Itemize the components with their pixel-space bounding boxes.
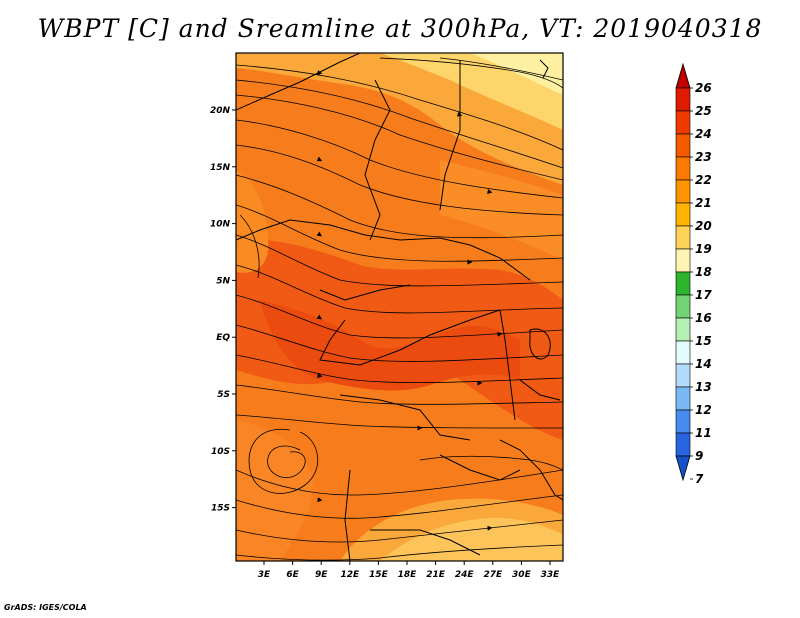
colorbar-swatch	[675, 248, 691, 273]
colorbar-label: 24	[695, 127, 712, 141]
lon-tick-label: 12E	[340, 570, 360, 580]
colorbar-label: 21	[695, 196, 712, 210]
latitude-axis: 20N 15N 10N 5N EQ 5S 10S 15S	[210, 106, 236, 514]
colorbar-label: 13	[695, 380, 712, 394]
longitude-axis: 3E 6E 9E 12E 15E 18E 21E 24E 27E 30E 33E	[258, 561, 560, 580]
colorbar: 26 25 24 23 22 21 20 19 18 17 16 15 14 13 12 11 9 7	[675, 62, 712, 486]
colorbar-swatch	[675, 110, 691, 135]
lon-tick-label: 30E	[512, 570, 532, 580]
credit-footer: GrADS: IGES/COLA	[4, 603, 87, 612]
colorbar-swatch	[675, 363, 691, 388]
colorbar-label: 16	[695, 311, 712, 325]
colorbar-label: 26	[695, 81, 712, 95]
streamlines	[236, 57, 563, 561]
lon-tick-label: 27E	[483, 570, 503, 580]
colorbar-swatch	[675, 432, 691, 457]
lat-tick-label: 15N	[210, 163, 231, 173]
lon-tick-label: 18E	[398, 570, 418, 580]
lat-tick-label: 10S	[211, 447, 230, 457]
colorbar-swatch	[675, 271, 691, 296]
colorbar-label: 25	[695, 104, 712, 118]
colorbar-swatch	[675, 294, 691, 319]
colorbar-label: 19	[695, 242, 712, 256]
colorbar-swatch	[675, 87, 691, 112]
colorbar-swatch	[675, 156, 691, 181]
colorbar-label: 20	[695, 219, 712, 233]
wbpt-shaded-field	[236, 53, 563, 561]
lat-tick-label: 5S	[217, 390, 230, 400]
chart-title: WBPT [C] and Sreamline at 300hPa, VT: 20…	[37, 14, 763, 43]
lon-tick-label: 21E	[426, 570, 446, 580]
colorbar-swatch	[675, 133, 691, 158]
lat-tick-label: 5N	[216, 276, 230, 286]
colorbar-label: 22	[695, 173, 712, 187]
colorbar-swatch	[675, 179, 691, 204]
map-frame	[235, 52, 564, 562]
colorbar-swatch	[675, 386, 691, 411]
lat-tick-label: 20N	[210, 106, 231, 116]
colorbar-top-arrow	[675, 62, 691, 89]
colorbar-bottom-arrow	[675, 455, 691, 482]
colorbar-swatch	[675, 340, 691, 365]
colorbar-label: 12	[695, 403, 712, 417]
lon-tick-label: 6E	[286, 570, 299, 580]
colorbar-label: 18	[695, 265, 712, 279]
lon-tick-label: 3E	[258, 570, 271, 580]
colorbar-label: 11	[695, 426, 712, 440]
colorbar-label: 23	[695, 150, 712, 164]
colorbar-label: 15	[695, 334, 712, 348]
colorbar-swatch	[675, 409, 691, 434]
lat-tick-label: 10N	[210, 220, 231, 230]
colorbar-swatch	[675, 225, 691, 250]
colorbar-swatch	[675, 202, 691, 227]
lon-tick-label: 33E	[541, 570, 561, 580]
lon-tick-label: 9E	[315, 570, 328, 580]
lon-tick-label: 24E	[455, 570, 475, 580]
colorbar-label: 9	[695, 449, 703, 463]
lon-tick-label: 15E	[369, 570, 389, 580]
colorbar-label: 17	[695, 288, 712, 302]
country-borders	[236, 53, 563, 561]
colorbar-label: 7	[695, 472, 704, 486]
lat-tick-label: 15S	[211, 504, 230, 514]
colorbar-label: 14	[695, 357, 712, 371]
colorbar-swatch	[675, 317, 691, 342]
lat-tick-label: EQ	[216, 333, 230, 343]
